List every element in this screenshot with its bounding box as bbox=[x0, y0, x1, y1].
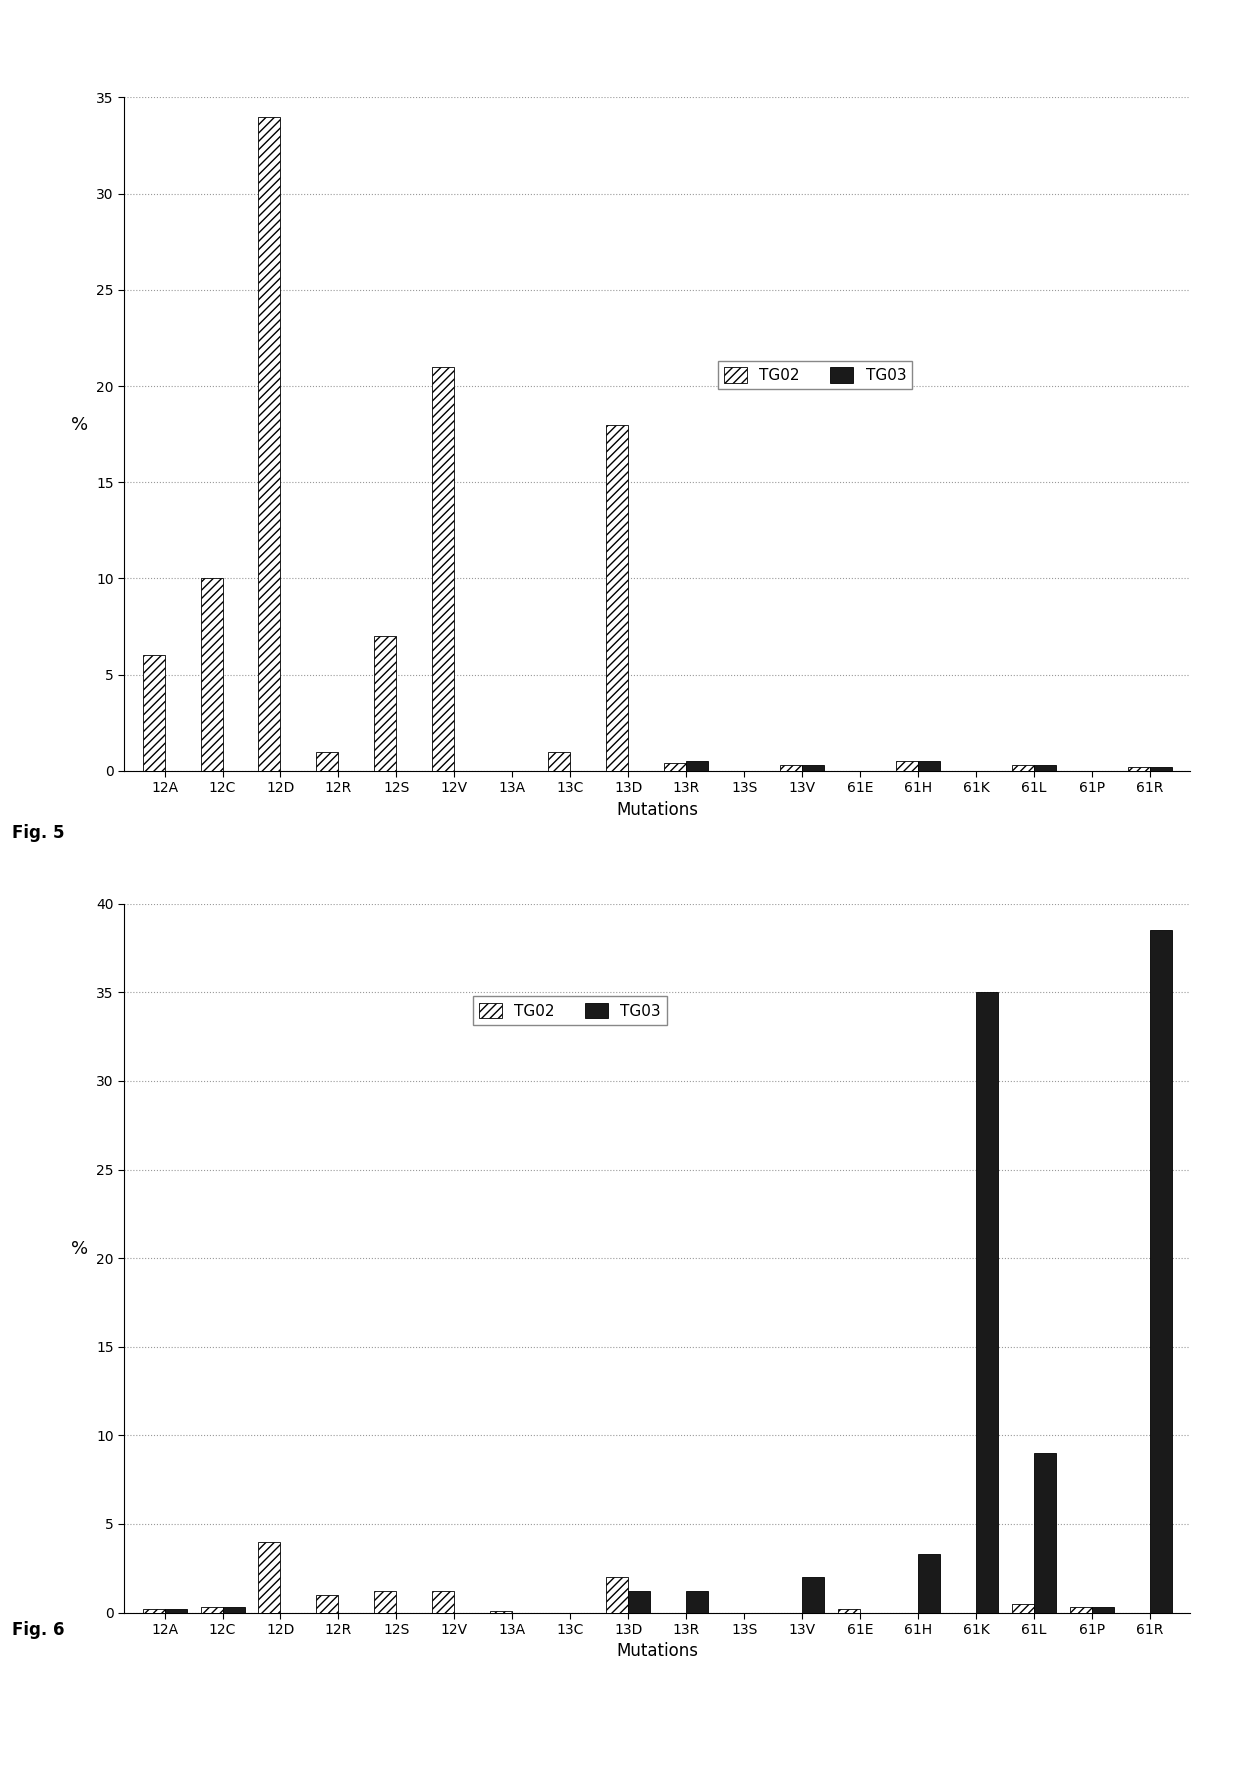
Bar bbox=[1012, 1604, 1034, 1613]
Bar bbox=[548, 751, 570, 771]
Bar bbox=[374, 1591, 397, 1613]
Bar bbox=[201, 1607, 222, 1613]
Bar bbox=[606, 1577, 629, 1613]
Bar bbox=[1092, 1607, 1114, 1613]
Bar bbox=[780, 766, 802, 771]
Bar bbox=[802, 766, 825, 771]
Bar bbox=[374, 636, 397, 771]
Bar bbox=[1012, 766, 1034, 771]
Bar bbox=[918, 762, 940, 771]
Bar bbox=[606, 425, 629, 771]
Y-axis label: %: % bbox=[71, 416, 88, 434]
Bar bbox=[143, 656, 165, 771]
X-axis label: Mutations: Mutations bbox=[616, 1643, 698, 1660]
Y-axis label: %: % bbox=[71, 1240, 88, 1258]
Bar bbox=[1034, 766, 1056, 771]
Text: Fig. 5: Fig. 5 bbox=[12, 824, 64, 842]
Bar bbox=[258, 117, 280, 771]
Bar bbox=[258, 1542, 280, 1613]
Bar bbox=[1128, 767, 1149, 771]
Bar bbox=[629, 1591, 650, 1613]
Legend: TG02, TG03: TG02, TG03 bbox=[472, 996, 667, 1024]
Bar bbox=[1149, 767, 1172, 771]
Bar bbox=[686, 1591, 708, 1613]
Bar bbox=[201, 578, 222, 771]
Bar bbox=[490, 1611, 512, 1613]
Bar bbox=[838, 1609, 861, 1613]
Bar bbox=[802, 1577, 825, 1613]
Text: Fig. 6: Fig. 6 bbox=[12, 1621, 64, 1639]
Bar bbox=[316, 751, 339, 771]
Bar bbox=[897, 762, 918, 771]
Bar bbox=[165, 1609, 186, 1613]
Bar bbox=[433, 1591, 454, 1613]
Bar bbox=[433, 367, 454, 771]
Bar bbox=[976, 992, 998, 1613]
Bar bbox=[143, 1609, 165, 1613]
X-axis label: Mutations: Mutations bbox=[616, 801, 698, 819]
Bar bbox=[918, 1554, 940, 1613]
Bar bbox=[1070, 1607, 1092, 1613]
Bar bbox=[686, 762, 708, 771]
Bar bbox=[222, 1607, 244, 1613]
Legend: TG02, TG03: TG02, TG03 bbox=[718, 361, 913, 390]
Bar bbox=[1034, 1453, 1056, 1613]
Bar bbox=[665, 764, 686, 771]
Bar bbox=[1149, 930, 1172, 1613]
Bar bbox=[316, 1595, 339, 1613]
